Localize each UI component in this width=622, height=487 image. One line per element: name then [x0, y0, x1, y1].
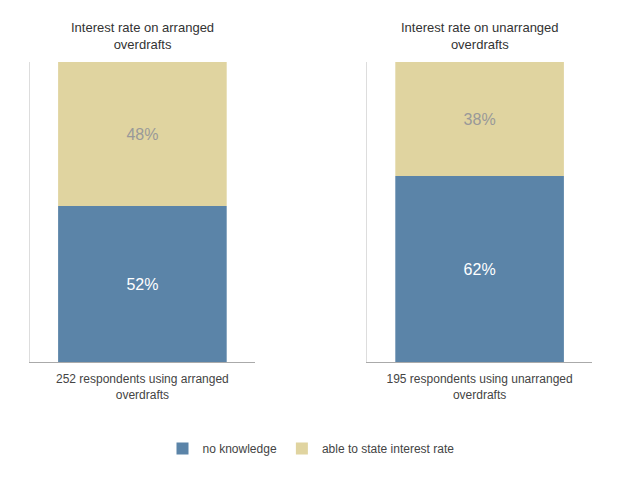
svg-text:able to state interest rate: able to state interest rate [322, 442, 454, 456]
svg-text:252 respondents using arranged: 252 respondents using arrangedoverdrafts [56, 372, 229, 402]
svg-text:Interest rate on unarrangedove: Interest rate on unarrangedoverdrafts [401, 20, 559, 52]
svg-text:no knowledge: no knowledge [203, 442, 277, 456]
svg-text:195 respondents using unarrang: 195 respondents using unarrangedoverdraf… [387, 372, 573, 402]
svg-text:Interest rate on arrangedoverd: Interest rate on arrangedoverdrafts [71, 20, 214, 52]
svg-text:48%: 48% [126, 126, 158, 143]
svg-text:62%: 62% [464, 261, 496, 278]
svg-text:52%: 52% [126, 276, 158, 293]
svg-text:38%: 38% [464, 111, 496, 128]
